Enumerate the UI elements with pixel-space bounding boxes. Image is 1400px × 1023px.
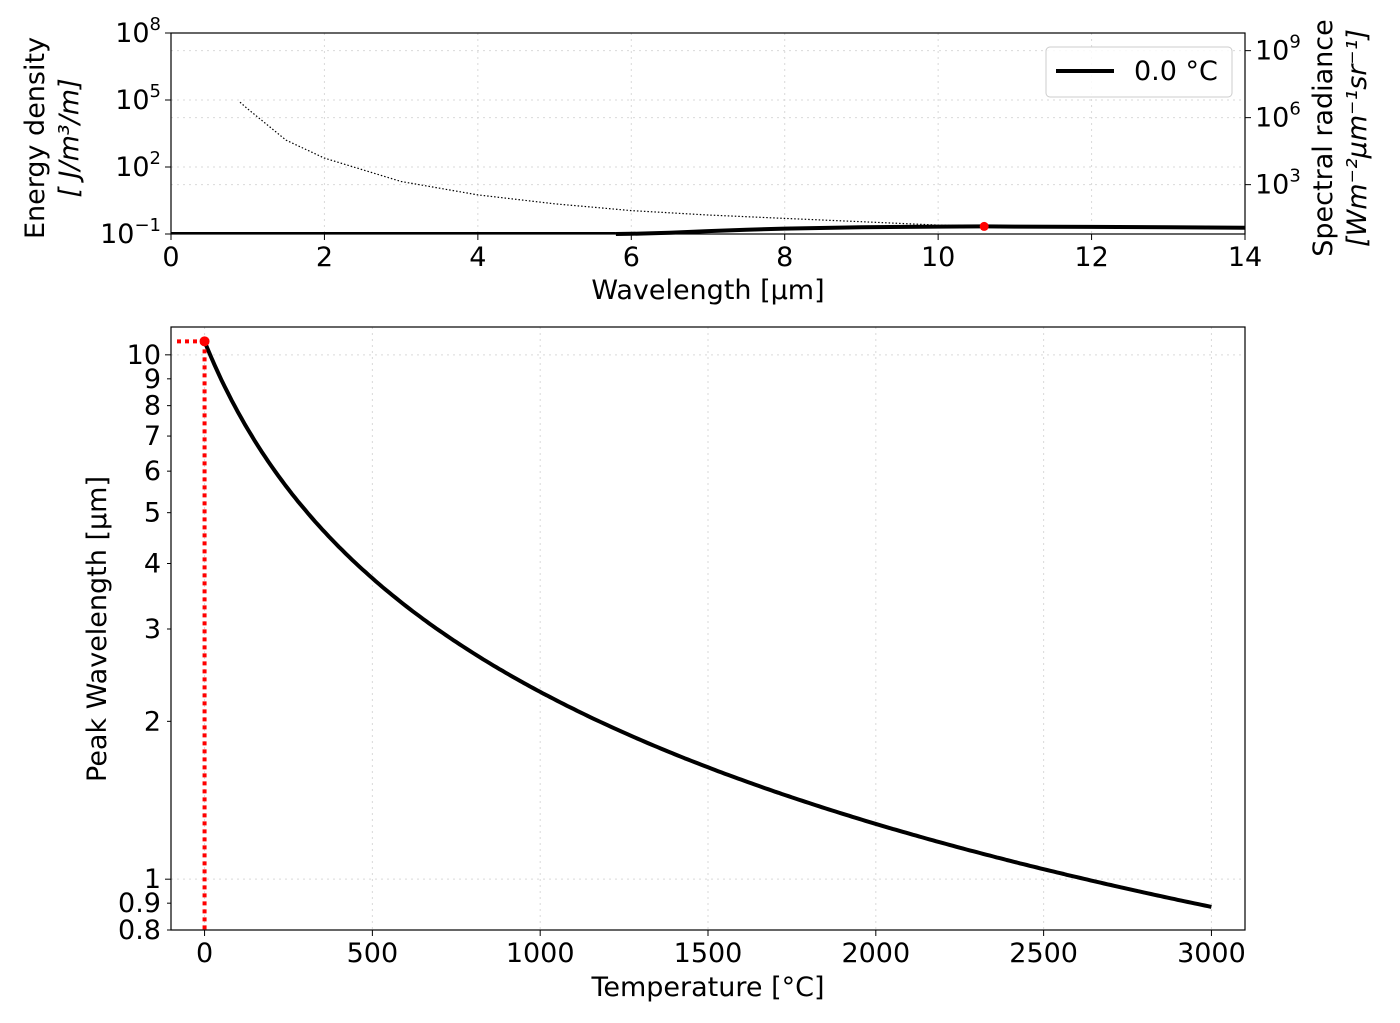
wien-y-tick-label: 9 (144, 364, 161, 395)
spectrum-y-axis-label: Energy density [ J/m³/m] (20, 37, 85, 239)
wien-x-tick-label: 3000 (1177, 938, 1246, 969)
spectrum-x-tick-label: 10 (921, 242, 955, 273)
spectrum-y2-tick-label: 109 (1255, 32, 1301, 67)
wien-x-tick-label: 1000 (506, 938, 575, 969)
wien-curve (202, 340, 1212, 909)
spectrum-y-tick-label: 10−1 (100, 215, 161, 250)
wien-y-tick-label: 6 (144, 456, 161, 487)
wien-grid (171, 327, 1245, 930)
spectrum-x-tick-label: 2 (316, 242, 333, 273)
spectrum-plot: 0 2 4 6 8 10 12 14 108 105 102 10−1 109 106 103 Wave… (20, 14, 1373, 306)
wien-x-ticks: 0 500 1000 1500 2000 2500 3000 (196, 930, 1246, 969)
legend: 0.0 °C (1045, 46, 1233, 98)
wien-y-axis-label: Peak Wavelength [µm] (82, 476, 113, 782)
spectrum-peak-locus-line (239, 101, 985, 227)
spectrum-x-tick-label: 6 (623, 242, 640, 273)
wien-y-tick-label: 3 (144, 614, 161, 645)
wien-y-tick-label: 1 (144, 864, 161, 895)
spectrum-y-tick-label: 108 (115, 14, 161, 49)
wien-y-tick-label: 5 (144, 498, 161, 529)
wien-x-tick-label: 2500 (1009, 938, 1078, 969)
wien-y-tick-label: 8 (144, 391, 161, 422)
spectrum-peak-marker (979, 221, 989, 231)
spectrum-axes-frame (170, 32, 1246, 235)
wien-series (177, 336, 1212, 930)
spectrum-y2-axis-label: Spectral radiance [Wm⁻²µm⁻¹sr⁻¹] (1308, 19, 1373, 256)
spectrum-y2-tick-label: 103 (1255, 166, 1301, 201)
spectrum-series-line (615, 224, 1246, 236)
wien-x-tick-label: 500 (347, 938, 399, 969)
spectrum-y-ticks: 108 105 102 10−1 (100, 14, 171, 250)
current-point-marker (199, 336, 210, 347)
wien-plot: 0 500 1000 1500 2000 2500 3000 0.80.91 2 3 4 5 6 789… (82, 326, 1246, 1003)
wien-y-tick-label: 4 (144, 548, 161, 579)
spectrum-y2-ticks: 109 106 103 (1245, 32, 1301, 201)
wien-y-tick-label: 0.9 (118, 888, 161, 919)
wien-y-tick-label: 0.8 (118, 915, 161, 946)
spectrum-x-axis-label: Wavelength [µm] (591, 275, 824, 306)
wien-x-axis-label: Temperature [°C] (590, 972, 824, 1003)
wien-y-tick-label: 7 (144, 421, 161, 452)
spectrum-series (171, 101, 1246, 236)
spectrum-x-tick-label: 14 (1228, 242, 1262, 273)
spectrum-x-tick-label: 8 (776, 242, 793, 273)
wien-x-tick-label: 1500 (674, 938, 743, 969)
wien-y-tick-label: 2 (144, 706, 161, 737)
legend-label: 0.0 °C (1134, 56, 1218, 87)
wien-y-tick-label: 10 (127, 340, 161, 371)
spectrum-x-tick-label: 0 (162, 242, 179, 273)
spectrum-y2-tick-label: 106 (1255, 99, 1301, 134)
legend-box (1045, 46, 1233, 98)
spectrum-y2-axis-label-line2: [Wm⁻²µm⁻¹sr⁻¹] (1342, 29, 1373, 247)
wien-x-tick-label: 2000 (841, 938, 910, 969)
spectrum-x-tick-label: 4 (469, 242, 486, 273)
spectrum-y-tick-label: 105 (115, 81, 161, 116)
wien-x-tick-label: 0 (196, 938, 213, 969)
spectrum-x-tick-label: 12 (1074, 242, 1108, 273)
spectrum-y-axis-label-line1: Energy density (20, 37, 51, 239)
spectrum-y2-axis-label-line1: Spectral radiance (1308, 19, 1339, 256)
spectrum-y-axis-label-line2: [ J/m³/m] (54, 78, 85, 197)
spectrum-y-tick-label: 102 (115, 148, 161, 183)
spectrum-x-ticks: 0 2 4 6 8 10 12 14 (162, 234, 1262, 273)
